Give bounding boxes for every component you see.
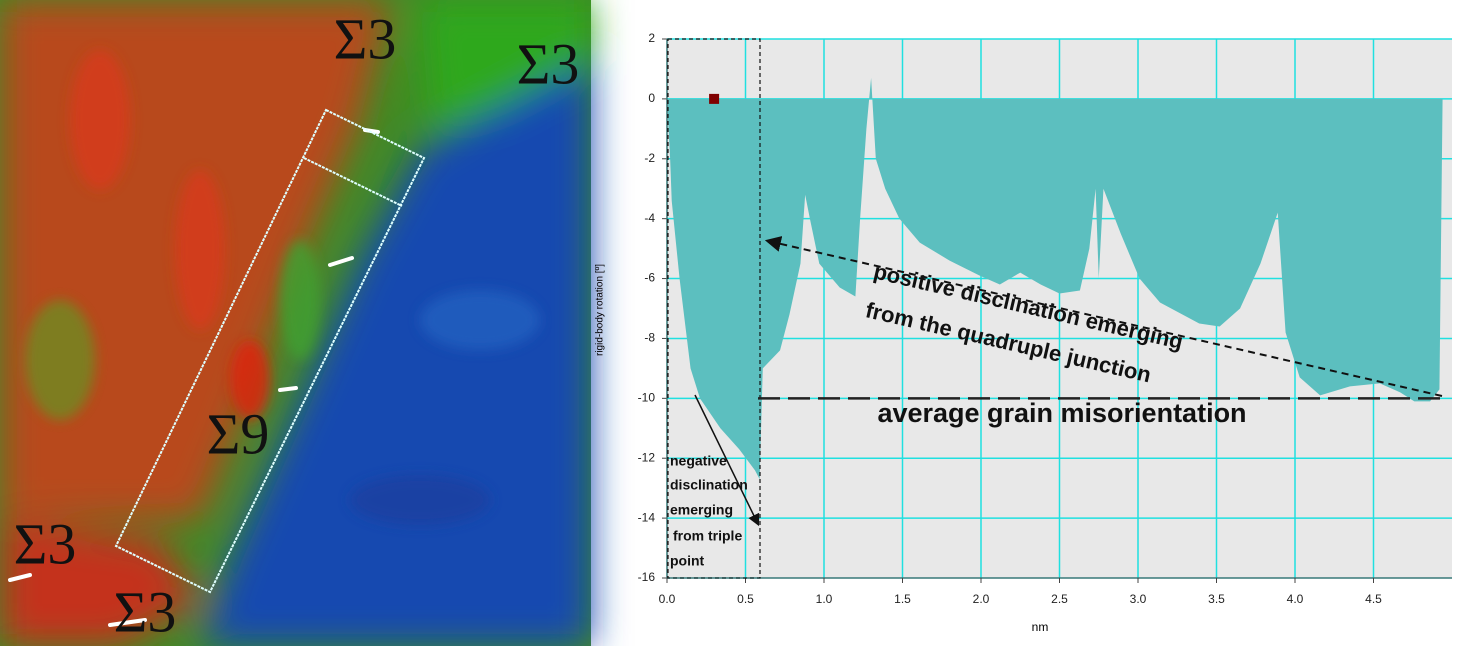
boundary-label: Σ3	[14, 511, 77, 576]
y-tick-label: -2	[644, 151, 655, 165]
x-tick-label: 0.5	[737, 592, 754, 606]
annotation: from triple	[673, 528, 742, 544]
area	[667, 77, 1443, 480]
x-tick-label: 2.0	[973, 592, 990, 606]
y-tick-label: 2	[648, 31, 655, 45]
x-tick-label: 1.5	[894, 592, 911, 606]
x-tick-label: 3.0	[1130, 592, 1147, 606]
y-tick-label: -12	[638, 450, 656, 464]
x-tick-label: 2.5	[1051, 592, 1068, 606]
boundary-label: Σ3	[114, 579, 177, 644]
y-tick-label: -10	[638, 391, 656, 405]
annotation: negative	[670, 453, 727, 469]
highlight-box	[667, 38, 761, 579]
y-tick-label: -14	[638, 510, 656, 524]
marker	[709, 93, 720, 104]
x-tick-label: 0.0	[659, 592, 676, 606]
x-tick-label: 1.0	[816, 592, 833, 606]
arrow	[764, 236, 1443, 397]
orientation-map	[0, 0, 591, 646]
boundary-label: Σ3	[517, 31, 580, 96]
y-tick-label: -4	[644, 211, 655, 225]
x-axis-label: nm	[1032, 620, 1049, 634]
annotation: point	[670, 553, 705, 569]
boundary-label: Σ9	[207, 401, 270, 466]
arrow	[694, 394, 760, 527]
y-tick-label: -6	[644, 271, 655, 285]
x-tick-label: 4.0	[1287, 592, 1304, 606]
y-axis-label: rigid-body rotation [º]	[595, 264, 606, 356]
y-tick-label: -8	[644, 331, 655, 345]
y-tick-label: -16	[638, 570, 656, 584]
y-tick-label: 0	[648, 91, 655, 105]
x-tick-label: 4.5	[1365, 592, 1382, 606]
chart: -16 -14 -12 -10 -8 -6 -4 -2 0 2 0.0 0.5 1.0 1.5 2.0 2.5…	[595, 31, 1452, 634]
annotation: average grain misorientation	[877, 398, 1246, 428]
annotation: disclination	[670, 477, 748, 493]
x-tick-label: 3.5	[1208, 592, 1225, 606]
annotation: emerging	[670, 502, 733, 518]
boundary-label: Σ3	[334, 6, 397, 71]
